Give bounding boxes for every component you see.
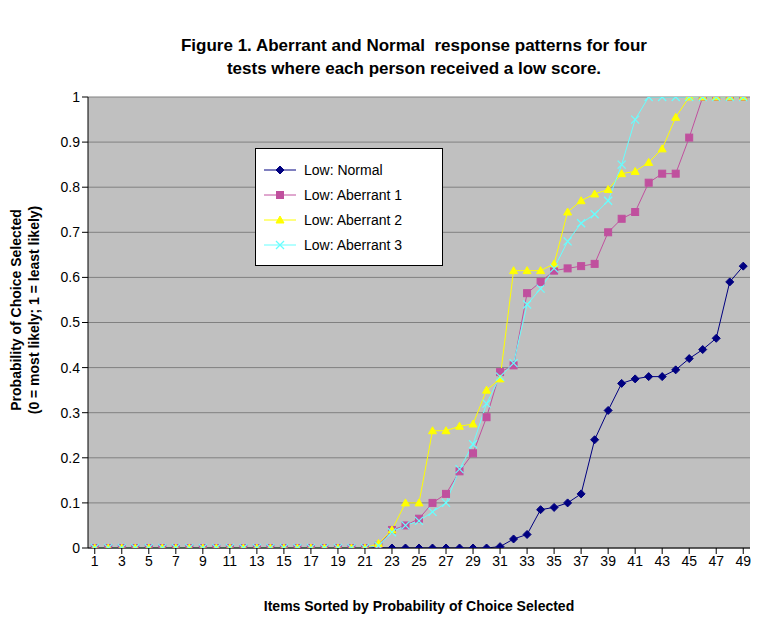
svg-text:0.1: 0.1 bbox=[61, 495, 81, 511]
svg-text:29: 29 bbox=[465, 553, 481, 569]
svg-text:41: 41 bbox=[627, 553, 643, 569]
svg-text:23: 23 bbox=[384, 553, 400, 569]
svg-text:1: 1 bbox=[72, 89, 80, 105]
svg-text:0.9: 0.9 bbox=[61, 134, 81, 150]
html-text:Figure 1. Aberrant and Normal: Figure 1. Aberrant and Normal response p… bbox=[181, 36, 647, 55]
svg-text:35: 35 bbox=[546, 553, 562, 569]
svg-text:17: 17 bbox=[303, 553, 319, 569]
html-text:Low: Normal: Low: Normal bbox=[304, 161, 383, 178]
svg-text:15: 15 bbox=[276, 553, 292, 569]
svg-text:3: 3 bbox=[118, 553, 126, 569]
svg-text:0.2: 0.2 bbox=[61, 450, 81, 466]
svg-text:31: 31 bbox=[492, 553, 508, 569]
svg-text:0: 0 bbox=[72, 540, 80, 556]
svg-text:45: 45 bbox=[681, 553, 697, 569]
svg-text:11: 11 bbox=[223, 553, 238, 569]
svg-text:0.6: 0.6 bbox=[61, 269, 81, 285]
svg-text:0.8: 0.8 bbox=[61, 179, 81, 195]
svg-text:0.7: 0.7 bbox=[61, 224, 81, 240]
svg-text:21: 21 bbox=[357, 553, 373, 569]
svg-text:1: 1 bbox=[91, 553, 99, 569]
svg-text:0.3: 0.3 bbox=[61, 405, 81, 421]
svg-text:5: 5 bbox=[145, 553, 153, 569]
svg-text:39: 39 bbox=[600, 553, 616, 569]
svg-text:37: 37 bbox=[573, 553, 589, 569]
svg-text:7: 7 bbox=[172, 553, 180, 569]
html-text:Items Sorted by Probability of: Items Sorted by Probability of Choice Se… bbox=[263, 598, 575, 614]
svg-text:33: 33 bbox=[519, 553, 535, 569]
svg-text:13: 13 bbox=[249, 553, 265, 569]
html-text:Low: Aberrant 1: Low: Aberrant 1 bbox=[304, 186, 403, 203]
svg-text:25: 25 bbox=[411, 553, 427, 569]
svg-text:49: 49 bbox=[735, 553, 751, 569]
svg-text:43: 43 bbox=[654, 553, 670, 569]
html-text:tests where each person receiv: tests where each person received a low s… bbox=[226, 59, 602, 78]
html-text:Low: Aberrant 2: Low: Aberrant 2 bbox=[304, 211, 403, 228]
svg-text:47: 47 bbox=[708, 553, 724, 569]
html-text:Probability of Choice Selected: Probability of Choice Selected bbox=[8, 209, 24, 411]
svg-text:0.5: 0.5 bbox=[61, 314, 81, 330]
svg-text:9: 9 bbox=[199, 553, 207, 569]
svg-text:0.4: 0.4 bbox=[61, 360, 81, 376]
svg-text:27: 27 bbox=[438, 553, 454, 569]
html-text:(0 = most likely; 1 = least li: (0 = most likely; 1 = least likely) bbox=[26, 205, 42, 415]
html-text:Low: Aberrant 3: Low: Aberrant 3 bbox=[304, 236, 403, 253]
svg-text:19: 19 bbox=[330, 553, 346, 569]
